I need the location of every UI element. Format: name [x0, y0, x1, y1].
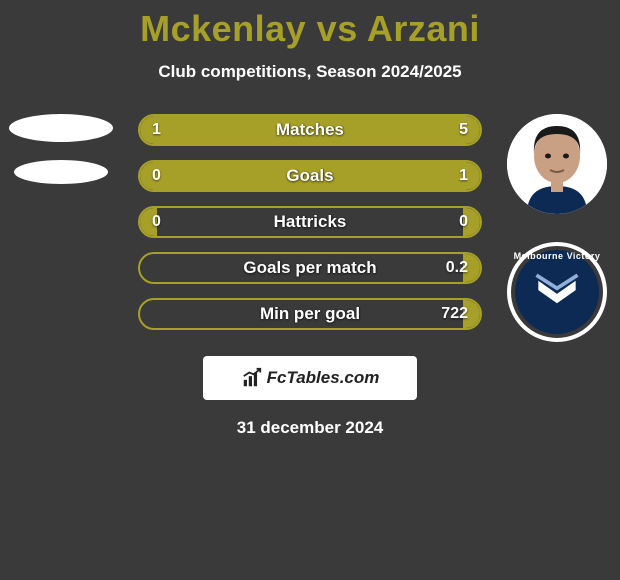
stat-bars: 15Matches 01Goals 00Hattricks 0.2Goals per … [138, 114, 482, 344]
player-right-club-badge: Melbourne Victory [507, 242, 607, 342]
comparison-card: Mckenlay vs Arzani Club competitions, Se… [0, 0, 620, 580]
stat-row: 15Matches [138, 114, 482, 146]
player-left-column [6, 114, 116, 184]
club-badge-chevron-icon [529, 264, 585, 320]
player-left-avatar-placeholder-1 [9, 114, 113, 142]
page-subtitle: Club competitions, Season 2024/2025 [0, 62, 620, 82]
club-badge-text: Melbourne Victory [507, 252, 607, 262]
stat-label: Goals [140, 162, 480, 190]
stat-label: Goals per match [140, 254, 480, 282]
brand-text: FcTables.com [267, 368, 380, 388]
stat-label: Min per goal [140, 300, 480, 328]
player-right-avatar [507, 114, 607, 214]
stat-row: 01Goals [138, 160, 482, 192]
stat-row: 00Hattricks [138, 206, 482, 238]
page-title: Mckenlay vs Arzani [0, 0, 620, 50]
brand-box: FcTables.com [203, 356, 417, 400]
club-name: Melbourne Victory [514, 251, 601, 261]
stat-label: Matches [140, 116, 480, 144]
stat-row: 722Min per goal [138, 298, 482, 330]
stat-label: Hattricks [140, 208, 480, 236]
bar-chart-up-icon [241, 367, 263, 389]
footer-date: 31 december 2024 [0, 418, 620, 438]
player-left-avatar-placeholder-2 [14, 160, 108, 184]
stat-row: 0.2Goals per match [138, 252, 482, 284]
comparison-area: Melbourne Victory 15Matches 01Goals 00Hatt… [0, 114, 620, 344]
player-right-column: Melbourne Victory [502, 114, 612, 342]
